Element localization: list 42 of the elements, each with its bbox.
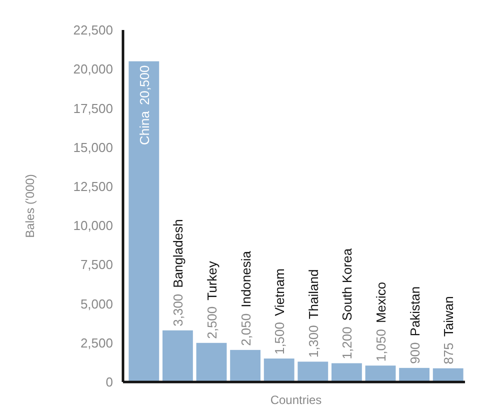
x-tick-label: South Korea — [340, 248, 355, 321]
x-tick-label: China — [136, 110, 152, 146]
x-tick-label: Vietnam — [272, 268, 288, 316]
x-tick-label: Pakistan — [407, 286, 422, 336]
bar — [162, 330, 193, 382]
bar — [230, 350, 261, 382]
y-tick-label: 0 — [106, 374, 113, 390]
bar — [196, 342, 227, 382]
bar — [264, 358, 294, 382]
bar — [399, 368, 430, 382]
bar — [432, 368, 464, 382]
data-label: 1,050 — [374, 329, 388, 362]
x-tick-label: Mexico — [374, 282, 388, 324]
x-tick-label: Taiwan — [441, 296, 456, 337]
bar — [298, 362, 328, 382]
x-tick-label: Turkey — [204, 260, 220, 300]
y-tick-label: 7,500 — [80, 257, 113, 272]
x-axis-title: Countries — [270, 393, 322, 407]
data-label: 1,500 — [272, 322, 288, 355]
x-tick-label: Indonesia — [238, 250, 254, 308]
y-tick-label: 10,000 — [73, 218, 113, 234]
data-label: 3,300 — [170, 294, 186, 326]
data-label: 875 — [441, 342, 456, 364]
data-label: 900 — [407, 342, 422, 364]
y-tick-label: 12,500 — [73, 178, 113, 194]
data-label: 1,200 — [340, 326, 355, 360]
y-tick-label: 15,000 — [73, 140, 113, 155]
x-tick-label: Thailand — [306, 269, 321, 320]
y-tick-label: 5,000 — [80, 296, 113, 312]
data-label: 2,050 — [238, 313, 254, 346]
data-label: 20,500 — [136, 65, 152, 106]
y-tick-label: 2,500 — [80, 335, 113, 350]
data-label: 1,300 — [306, 325, 321, 358]
bar — [331, 363, 362, 382]
data-label: 2,500 — [204, 306, 220, 339]
y-tick-label: 20,000 — [73, 62, 113, 77]
bar — [365, 366, 396, 382]
y-tick-label: 17,500 — [73, 100, 113, 116]
bar — [128, 61, 160, 382]
y-tick-label: 22,500 — [73, 22, 113, 38]
y-axis-title: Bales ('000) — [23, 174, 37, 238]
x-tick-label: Bangladesh — [170, 219, 186, 288]
